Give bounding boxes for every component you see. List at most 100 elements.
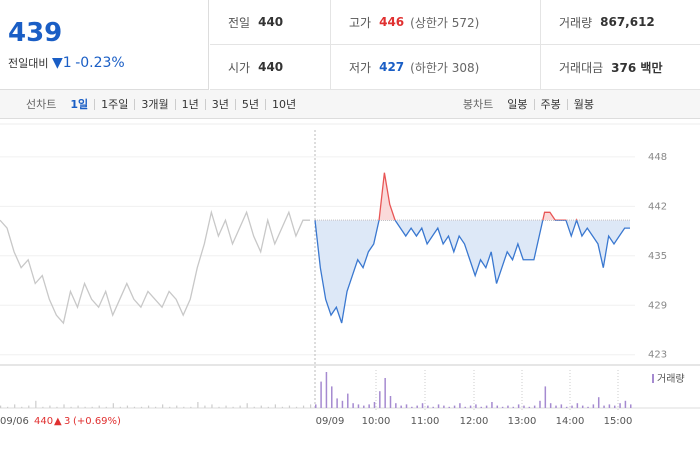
tab-group: 1일 1주일 3개월 1년 3년 5년 10년	[64, 97, 302, 111]
x-tick-label: 10:00	[362, 416, 391, 427]
stat-label: 거래량	[559, 15, 593, 30]
y-tick-label: 442	[648, 201, 667, 212]
x-tick-label: 11:00	[411, 416, 440, 427]
stat-value: 440	[258, 60, 284, 74]
footer-close: 440	[34, 416, 53, 427]
volume-bar	[571, 405, 573, 408]
volume-bar	[384, 378, 386, 408]
volume-bar	[63, 404, 65, 408]
up-icon: ▲	[54, 416, 62, 427]
volume-bar	[416, 405, 418, 408]
volume-bar	[517, 404, 520, 408]
y-tick-label: 429	[648, 300, 667, 311]
volume-bar	[512, 406, 515, 408]
volume-bar	[624, 400, 627, 408]
volume-bar	[565, 406, 568, 408]
tab[interactable]: 월봉	[566, 98, 600, 110]
stat-label: 저가	[349, 60, 372, 75]
tab[interactable]: 3년	[204, 98, 235, 110]
volume-bar	[485, 405, 488, 408]
tab[interactable]: 3개월	[134, 98, 174, 110]
volume-bar	[183, 406, 185, 408]
volume-bar	[204, 405, 206, 408]
volume-bar	[295, 406, 298, 408]
tab-group-label: 선차트	[26, 98, 57, 111]
volume-bar	[464, 406, 466, 408]
volume-bar	[162, 404, 164, 408]
volume-bar	[437, 404, 440, 408]
volume-bar	[232, 406, 234, 408]
volume-bar	[331, 386, 333, 408]
stat-cell: 저가 427 (하한가 308)	[330, 45, 541, 90]
stat-label: 고가	[349, 15, 372, 30]
volume-bar	[555, 405, 557, 408]
volume-bar	[77, 405, 79, 408]
tab[interactable]: 5년	[234, 98, 265, 110]
volume-bar	[613, 405, 616, 408]
stat-label: 전일	[228, 15, 251, 30]
volume-bar	[281, 406, 284, 408]
volume-bar	[400, 405, 402, 408]
volume-bar	[379, 391, 381, 408]
volume-bar	[357, 404, 360, 408]
volume-bar	[14, 404, 16, 408]
volume-bar	[368, 404, 370, 408]
y-tick-label: 435	[648, 251, 667, 262]
tab[interactable]: 10년	[265, 98, 302, 110]
volume-bar	[432, 406, 434, 408]
stat-value: 376 백만	[611, 60, 663, 75]
volume-bar	[592, 404, 595, 408]
volume-bar	[274, 404, 276, 408]
volume-bar	[84, 406, 86, 408]
volume-bar	[619, 403, 621, 408]
volume-bar	[549, 403, 552, 408]
volume-bar	[443, 405, 445, 408]
volume-bar	[539, 400, 541, 408]
x-tick-label: 13:00	[508, 416, 537, 427]
volume-bar	[91, 406, 93, 408]
volume-bar	[126, 405, 129, 408]
tab[interactable]: 1년	[174, 98, 205, 110]
volume-bar	[49, 405, 51, 408]
volume-bar	[587, 406, 589, 408]
stat-value: 427	[379, 60, 405, 74]
stat-cell: 거래량 867,612	[540, 0, 700, 45]
volume-bar	[105, 406, 107, 408]
volume-bar	[395, 403, 397, 408]
volume-bar	[459, 403, 461, 408]
stat-value: 446	[379, 15, 405, 29]
change: 전일대비 ▼1 -0.23%	[8, 55, 125, 71]
volume-bar	[147, 405, 150, 408]
volume-bar	[411, 406, 413, 408]
tab[interactable]: 일봉	[507, 97, 528, 111]
volume-bar	[507, 405, 509, 408]
volume-bar	[70, 406, 72, 408]
volume-bar	[352, 403, 354, 408]
volume-bar	[560, 404, 563, 408]
volume-bar	[140, 406, 143, 408]
volume-bar	[320, 381, 322, 408]
volume-bar	[98, 405, 100, 408]
y-tick-label: 448	[648, 152, 667, 163]
tab[interactable]: 1주일	[94, 98, 134, 110]
volume-bar	[523, 405, 525, 408]
price-line	[314, 220, 630, 324]
x-tick-label: 09/09	[316, 416, 345, 427]
current-price: 439	[8, 18, 63, 48]
volume-bar	[421, 403, 424, 408]
tab[interactable]: 1일	[70, 97, 89, 111]
legend-label: 거래량	[657, 373, 685, 385]
y-tick-label: 423	[648, 350, 667, 361]
volume-bar	[310, 404, 312, 408]
prev-line	[0, 209, 310, 325]
stat-note: (하한가 308)	[410, 60, 480, 75]
volume-bar	[197, 402, 199, 408]
down-icon: ▼	[51, 55, 63, 71]
volume-bar	[363, 405, 365, 408]
volume-bar	[576, 403, 579, 408]
volume-bar	[581, 405, 584, 408]
stat-value: 867,612	[600, 15, 655, 29]
volume-bar	[533, 405, 536, 408]
volume-bar	[288, 405, 291, 408]
tab[interactable]: 주봉	[533, 98, 567, 110]
